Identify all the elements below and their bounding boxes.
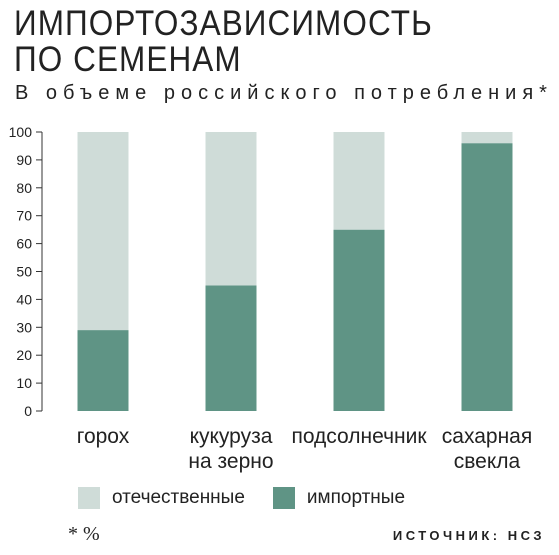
bar-domestic (205, 132, 257, 286)
source-credit: ИСТОЧНИК: НСЗ (392, 528, 545, 543)
y-tick-label: 0 (24, 403, 32, 419)
legend-item-import: импортные (272, 487, 406, 509)
y-tick-label: 50 (16, 264, 32, 280)
chart-title: ИМПОРТОЗАВИСИМОСТЬ ПО СЕМЕНАМ (14, 4, 433, 79)
y-tick-label: 90 (16, 152, 32, 168)
legend-item-domestic: отечественные (78, 487, 245, 509)
bar-import (77, 330, 129, 411)
bar-domestic (461, 132, 513, 144)
y-axis: 0 10 20 30 40 50 60 70 80 90 100 (9, 124, 43, 419)
footnote: * % (68, 523, 100, 545)
bar-import (205, 285, 257, 411)
legend: отечественные импортные (78, 487, 433, 509)
bar-import (461, 143, 513, 411)
x-tick-label: сахарная свекла (442, 425, 532, 473)
y-tick-label: 60 (16, 236, 32, 252)
chart-subtitle: В объеме российского потребления* (15, 82, 553, 104)
legend-label-import: импортные (306, 487, 406, 508)
legend-swatch-import (272, 487, 295, 509)
x-tick-label: подсолнечник (291, 425, 427, 448)
bars (77, 132, 513, 411)
y-tick-label: 10 (16, 375, 32, 391)
legend-swatch-domestic (78, 487, 100, 509)
y-tick-label: 30 (16, 319, 32, 335)
y-tick-label: 20 (16, 347, 32, 363)
x-tick-label: кукуруза на зерно (188, 425, 273, 473)
legend-label-domestic: отечественные (112, 487, 245, 508)
x-axis-labels: горох кукуруза на зерно подсолнечник сахарна… (77, 425, 532, 473)
y-tick-label: 40 (16, 291, 32, 307)
bar-domestic (333, 132, 385, 230)
y-tick-label: 100 (9, 124, 33, 140)
y-tick-label: 80 (16, 180, 32, 196)
bar-import (333, 229, 385, 411)
stacked-bar-chart: 0 10 20 30 40 50 60 70 80 90 100 горох кукуруза на з… (9, 124, 533, 473)
x-tick-label: горох (77, 425, 130, 448)
y-tick-label: 70 (16, 208, 32, 224)
bar-domestic (77, 132, 129, 331)
